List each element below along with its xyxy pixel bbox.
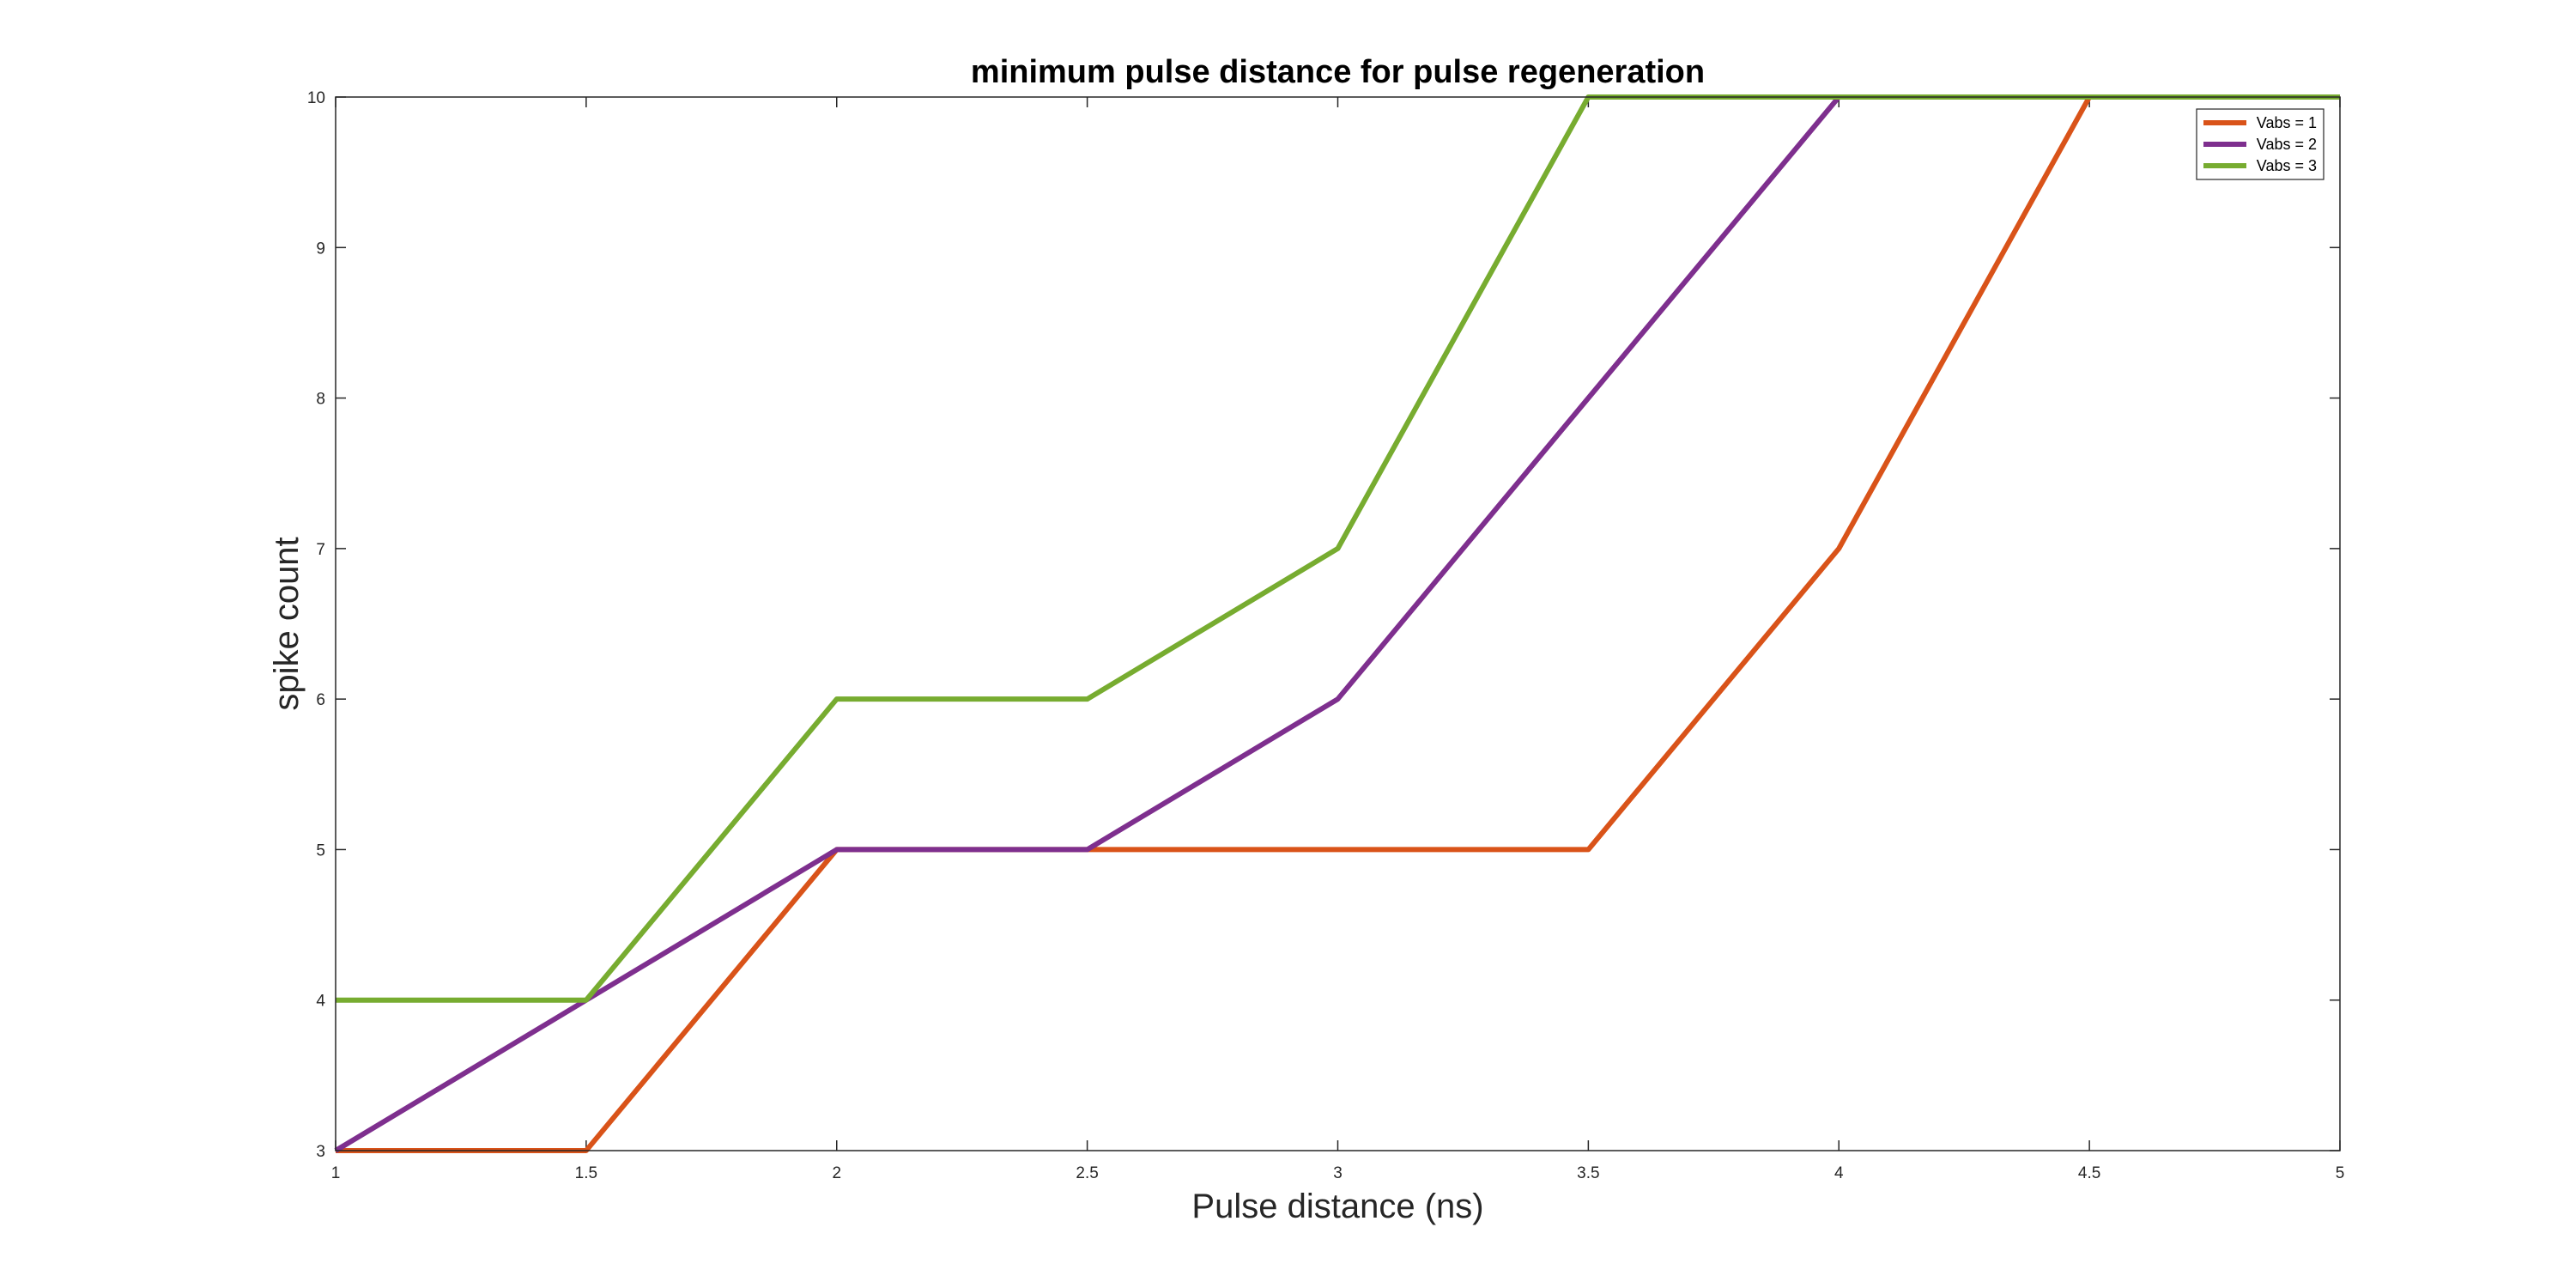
y-tick-label: 10	[307, 89, 325, 107]
x-axis-label: Pulse distance (ns)	[1191, 1188, 1483, 1225]
legend-label-vabs-3: Vabs = 3	[2257, 157, 2317, 174]
y-tick-label: 8	[316, 391, 325, 409]
y-tick-label: 3	[316, 1143, 325, 1161]
axis-ticks: 1 1.5 2 2.5 3 3.5 4 4.5 5 3 4 5 6 7 8 9 10	[307, 89, 2344, 1182]
x-tick-label: 3.5	[1577, 1164, 1599, 1182]
x-tick-label: 1.5	[575, 1164, 597, 1182]
y-tick-label: 9	[316, 240, 325, 258]
x-tick-label: 3	[1333, 1164, 1343, 1182]
legend-label-vabs-1: Vabs = 1	[2257, 114, 2317, 131]
legend: Vabs = 1 Vabs = 2 Vabs = 3	[2196, 108, 2324, 180]
x-tick-label: 2.5	[1076, 1164, 1098, 1182]
x-tick-label: 4.5	[2078, 1164, 2100, 1182]
plot-area	[336, 97, 2340, 1151]
series-line-vabs-1	[336, 94, 2340, 1153]
chart-title: minimum pulse distance for pulse regener…	[971, 54, 1705, 90]
y-axis-label: spike count	[268, 537, 306, 710]
legend-label-vabs-2: Vabs = 2	[2257, 136, 2317, 153]
y-tick-label: 6	[316, 691, 325, 709]
y-tick-label: 5	[316, 841, 325, 860]
x-tick-label: 2	[832, 1164, 841, 1182]
x-tick-label: 5	[2336, 1164, 2345, 1182]
plot-frame	[335, 96, 2341, 1151]
x-tick-label: 1	[331, 1164, 341, 1182]
y-tick-label: 4	[316, 993, 325, 1011]
y-tick-label: 7	[316, 541, 325, 559]
x-tick-label: 4	[1834, 1164, 1844, 1182]
